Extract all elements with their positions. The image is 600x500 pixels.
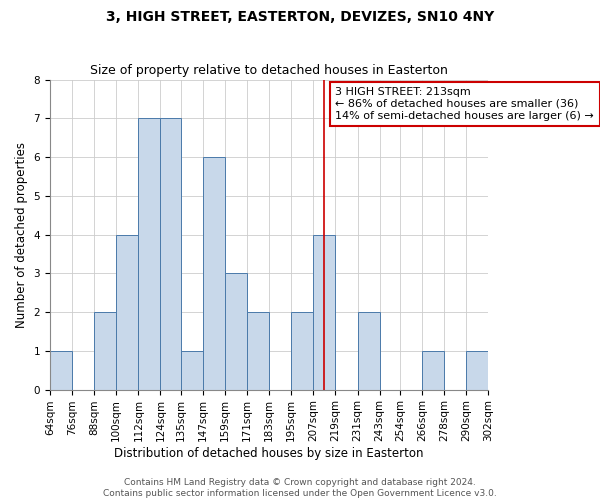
X-axis label: Distribution of detached houses by size in Easterton: Distribution of detached houses by size … — [115, 447, 424, 460]
Bar — [225, 274, 247, 390]
Bar — [247, 312, 269, 390]
Bar — [203, 157, 225, 390]
Bar — [466, 351, 488, 390]
Bar — [422, 351, 444, 390]
Bar — [94, 312, 116, 390]
Text: 3 HIGH STREET: 213sqm
← 86% of detached houses are smaller (36)
14% of semi-deta: 3 HIGH STREET: 213sqm ← 86% of detached … — [335, 88, 594, 120]
Bar — [358, 312, 380, 390]
Title: Size of property relative to detached houses in Easterton: Size of property relative to detached ho… — [90, 64, 448, 77]
Bar — [50, 351, 72, 390]
Text: Contains HM Land Registry data © Crown copyright and database right 2024.
Contai: Contains HM Land Registry data © Crown c… — [103, 478, 497, 498]
Text: 3, HIGH STREET, EASTERTON, DEVIZES, SN10 4NY: 3, HIGH STREET, EASTERTON, DEVIZES, SN10… — [106, 10, 494, 24]
Y-axis label: Number of detached properties: Number of detached properties — [15, 142, 28, 328]
Bar — [139, 118, 160, 390]
Bar — [181, 351, 203, 390]
Bar — [313, 234, 335, 390]
Bar — [116, 234, 139, 390]
Bar — [291, 312, 313, 390]
Bar — [160, 118, 181, 390]
